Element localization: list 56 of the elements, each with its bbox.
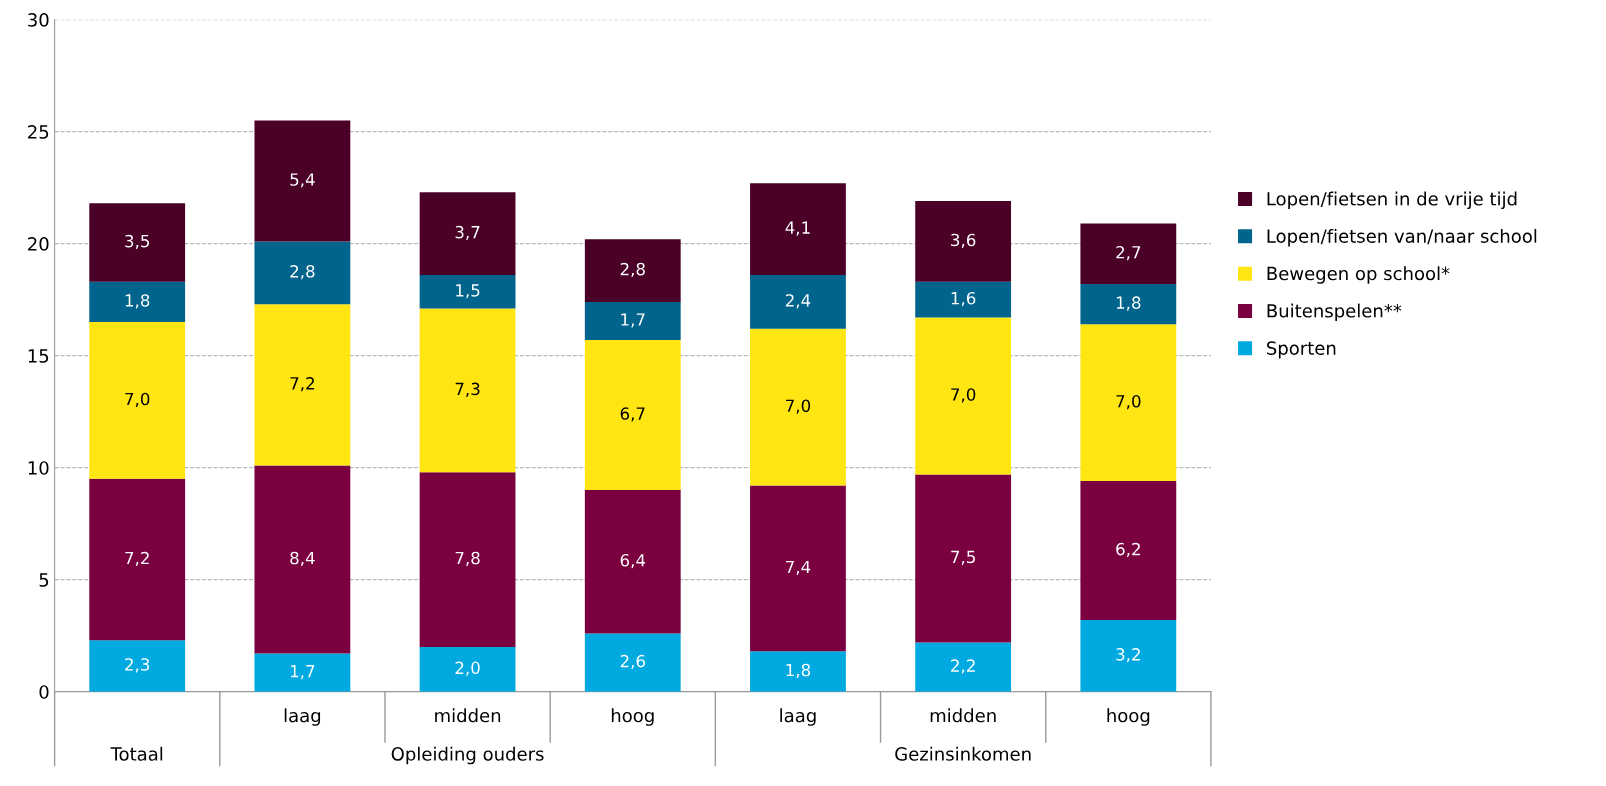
data-label: 7,2 [125, 551, 149, 567]
y-tick-label: 10 [28, 461, 49, 475]
y-tick-label: 0 [39, 685, 49, 699]
data-label: 6,7 [620, 407, 645, 422]
legend-label: Lopen/fietsen van/naar school [1267, 228, 1537, 247]
data-label: 7,5 [951, 550, 975, 565]
data-label: 2,6 [620, 654, 645, 670]
legend-label: Buitenspelen** [1267, 303, 1402, 322]
data-label: 7,2 [290, 377, 314, 392]
data-label: 1,6 [951, 291, 976, 307]
legend-label: Lopen/fietsen in de vrije tijd [1267, 191, 1517, 210]
y-tick-label: 5 [39, 573, 49, 587]
data-label: 6,2 [1116, 542, 1140, 558]
data-label: 3,7 [455, 225, 480, 241]
data-label: 7,0 [786, 399, 811, 414]
data-label: 1,5 [456, 284, 480, 299]
y-tick-label: 15 [28, 349, 49, 363]
data-label: 6,4 [620, 553, 646, 569]
data-label: 7,0 [951, 388, 976, 403]
text: Totaal [110, 746, 163, 761]
data-label: 2,4 [785, 294, 811, 309]
data-label: 7,8 [455, 551, 480, 567]
data-label: 3,6 [951, 233, 976, 248]
data-label: 7,0 [125, 392, 150, 407]
y-tick-label: 30 [28, 13, 49, 27]
data-label: 7,3 [455, 382, 480, 397]
x-tick-label: laag [780, 708, 816, 726]
y-tick-label: 20 [28, 237, 49, 251]
x-tick-label: midden [930, 708, 996, 723]
data-label: 1,8 [786, 663, 811, 679]
data-label: 4,1 [785, 221, 810, 236]
data-label: 3,2 [1116, 648, 1140, 663]
data-label: 1,8 [1116, 296, 1141, 311]
data-label: 2,7 [1116, 245, 1141, 261]
data-label: 2,2 [951, 659, 975, 674]
data-label: 1,8 [125, 294, 150, 309]
data-label: 8,4 [290, 551, 315, 567]
data-label: 5,4 [290, 173, 315, 188]
legend-label: Bewegen op school* [1267, 266, 1450, 284]
data-label: 7,0 [1116, 394, 1141, 410]
text: Gezinsinkomen [895, 746, 1031, 761]
data-label: 2,8 [620, 262, 645, 278]
x-tick-label: laag [284, 708, 321, 726]
data-label: 2,8 [290, 265, 315, 280]
y-tick-label: 25 [28, 125, 49, 139]
x-tick-label: hoog [1107, 708, 1150, 726]
data-label: 7,4 [786, 560, 811, 576]
x-tick-label: midden [435, 708, 501, 723]
data-label: 3,5 [125, 234, 149, 250]
text: Opleiding ouders [391, 746, 544, 765]
x-tick-label: hoog [611, 708, 654, 726]
data-label: 1,7 [621, 313, 645, 328]
data-label: 1,7 [290, 665, 315, 680]
data-label: 2,0 [455, 661, 480, 676]
legend-label: Sporten [1267, 341, 1336, 359]
data-label: 2,3 [125, 658, 150, 673]
